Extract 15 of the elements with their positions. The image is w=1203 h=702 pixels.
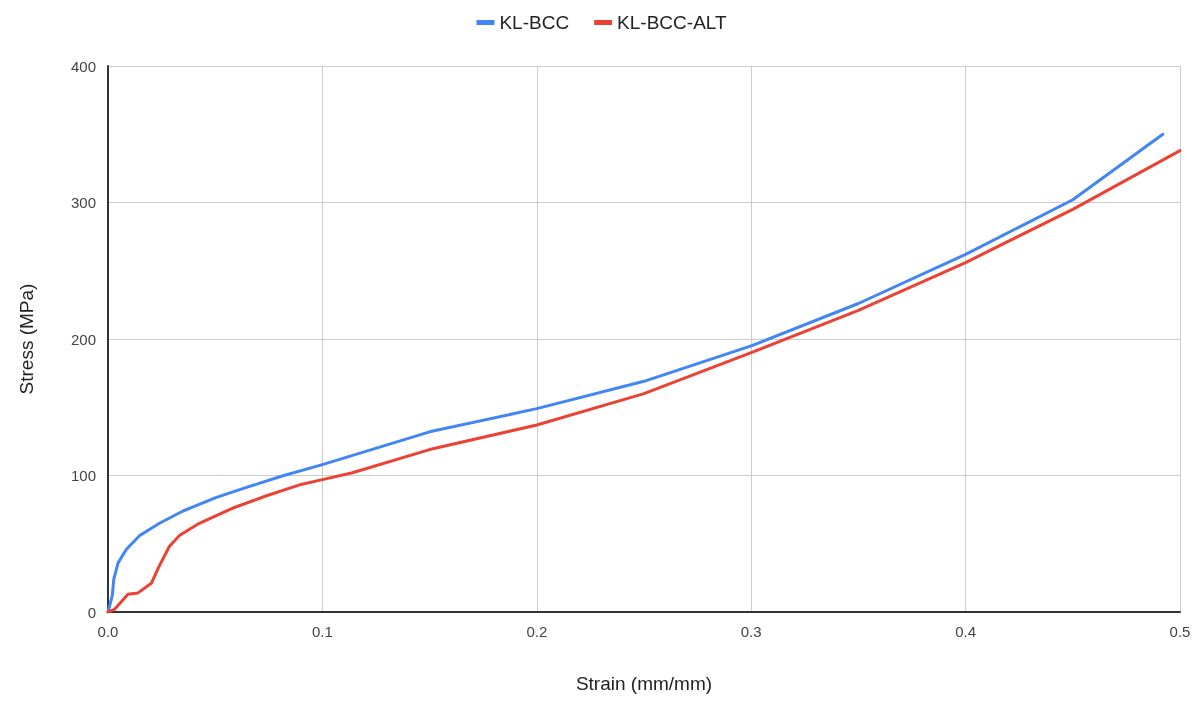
x-tick-label: 0.5 bbox=[1169, 623, 1191, 640]
legend-label: KL-BCC bbox=[499, 12, 570, 33]
y-axis-title: Stress (MPa) bbox=[16, 283, 37, 395]
y-tick-label: 400 bbox=[70, 57, 96, 75]
x-tick-label: 0.2 bbox=[526, 623, 548, 640]
y-tick-label: 300 bbox=[70, 194, 96, 211]
x-tick-label: 0.0 bbox=[97, 623, 119, 640]
y-tick-label: 0 bbox=[87, 603, 96, 621]
x-tick-label: 0.1 bbox=[311, 623, 333, 640]
x-tick-label: 0.4 bbox=[955, 623, 977, 640]
legend-label: KL-BCC-ALT bbox=[617, 12, 727, 33]
y-tick-label: 100 bbox=[70, 467, 96, 484]
x-axis-title: Strain (mm/mm) bbox=[575, 673, 713, 694]
y-tick-label: 200 bbox=[70, 330, 96, 348]
x-tick-label: 0.3 bbox=[740, 623, 762, 640]
